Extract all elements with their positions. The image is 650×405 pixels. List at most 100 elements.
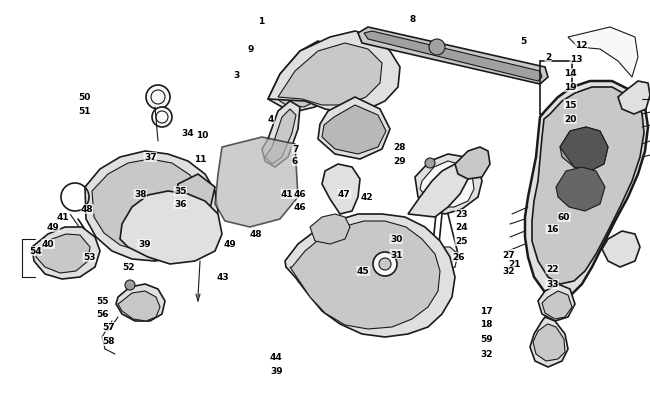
Polygon shape — [265, 110, 296, 164]
Polygon shape — [542, 291, 572, 319]
Polygon shape — [36, 234, 90, 273]
Text: 46: 46 — [294, 203, 307, 212]
Polygon shape — [556, 168, 605, 211]
Polygon shape — [268, 32, 400, 114]
Text: 39: 39 — [138, 240, 151, 249]
Text: 40: 40 — [42, 240, 55, 249]
Polygon shape — [285, 215, 455, 337]
Text: 51: 51 — [78, 107, 90, 116]
Polygon shape — [560, 128, 608, 172]
Polygon shape — [602, 231, 640, 267]
Text: 5: 5 — [520, 37, 526, 47]
Text: 14: 14 — [564, 69, 577, 78]
Polygon shape — [85, 151, 218, 261]
Circle shape — [146, 86, 170, 110]
Text: 42: 42 — [361, 193, 374, 202]
Polygon shape — [322, 106, 386, 155]
Circle shape — [373, 252, 397, 276]
Polygon shape — [32, 228, 100, 279]
Text: 47: 47 — [338, 190, 351, 199]
Text: 7: 7 — [292, 145, 298, 154]
Text: 3: 3 — [233, 71, 239, 80]
Text: 32: 32 — [480, 350, 493, 358]
Polygon shape — [525, 82, 648, 297]
Text: 10: 10 — [196, 131, 209, 140]
Text: 53: 53 — [83, 253, 96, 262]
Polygon shape — [455, 148, 490, 179]
Polygon shape — [532, 88, 644, 284]
Polygon shape — [364, 32, 542, 82]
Polygon shape — [568, 28, 638, 78]
Text: 32: 32 — [502, 267, 515, 276]
Text: 22: 22 — [546, 265, 558, 274]
Polygon shape — [120, 192, 222, 264]
Polygon shape — [538, 284, 575, 321]
Polygon shape — [92, 160, 202, 252]
Text: 27: 27 — [502, 250, 515, 259]
Text: 55: 55 — [96, 297, 109, 306]
Polygon shape — [215, 138, 298, 228]
Text: 60: 60 — [558, 213, 571, 222]
Text: 1: 1 — [258, 17, 265, 26]
Text: 49: 49 — [224, 240, 237, 249]
Text: 9: 9 — [247, 45, 254, 54]
Polygon shape — [262, 102, 300, 168]
Text: 8: 8 — [410, 15, 416, 24]
Polygon shape — [290, 222, 440, 329]
Text: 30: 30 — [390, 235, 402, 244]
Polygon shape — [432, 247, 458, 271]
Polygon shape — [274, 50, 334, 108]
Polygon shape — [322, 164, 360, 215]
Text: 37: 37 — [144, 153, 157, 162]
Text: 18: 18 — [480, 320, 493, 329]
Text: 56: 56 — [96, 310, 109, 319]
Text: 13: 13 — [570, 55, 582, 64]
Text: 41: 41 — [281, 190, 294, 199]
Polygon shape — [408, 164, 468, 217]
Circle shape — [156, 112, 168, 124]
Text: 48: 48 — [250, 230, 263, 239]
Circle shape — [425, 159, 435, 168]
Text: 17: 17 — [480, 307, 493, 316]
Circle shape — [152, 108, 172, 128]
Text: 49: 49 — [47, 223, 60, 232]
Text: 2: 2 — [545, 53, 551, 62]
Polygon shape — [415, 155, 482, 215]
Text: 43: 43 — [217, 273, 229, 282]
Text: 11: 11 — [194, 155, 207, 164]
Text: 28: 28 — [393, 143, 406, 152]
Circle shape — [379, 258, 391, 270]
Text: 46: 46 — [294, 190, 307, 199]
Text: 15: 15 — [564, 100, 577, 109]
Text: 19: 19 — [564, 83, 577, 92]
Polygon shape — [358, 28, 548, 85]
Polygon shape — [533, 324, 565, 361]
Text: 24: 24 — [455, 223, 467, 232]
Text: 41: 41 — [57, 213, 70, 222]
Polygon shape — [175, 175, 215, 217]
Polygon shape — [268, 42, 340, 112]
Text: 26: 26 — [452, 253, 465, 262]
Text: 34: 34 — [181, 129, 194, 138]
Circle shape — [125, 280, 135, 290]
Text: 36: 36 — [174, 200, 187, 209]
Text: 44: 44 — [270, 353, 283, 362]
Text: 33: 33 — [546, 280, 558, 289]
Text: 52: 52 — [122, 263, 135, 272]
Text: 50: 50 — [78, 93, 90, 102]
Text: 31: 31 — [390, 250, 402, 259]
Polygon shape — [530, 317, 568, 367]
Text: 59: 59 — [480, 335, 493, 344]
Circle shape — [151, 91, 165, 105]
Polygon shape — [52, 231, 92, 264]
Text: 23: 23 — [455, 210, 467, 219]
Text: 29: 29 — [393, 157, 406, 166]
Text: 45: 45 — [357, 267, 370, 276]
Polygon shape — [560, 128, 608, 172]
Text: 58: 58 — [102, 337, 114, 345]
Text: 48: 48 — [81, 205, 94, 214]
Text: 38: 38 — [134, 190, 146, 199]
Polygon shape — [118, 291, 160, 321]
Text: 21: 21 — [508, 260, 521, 269]
Circle shape — [429, 40, 445, 56]
